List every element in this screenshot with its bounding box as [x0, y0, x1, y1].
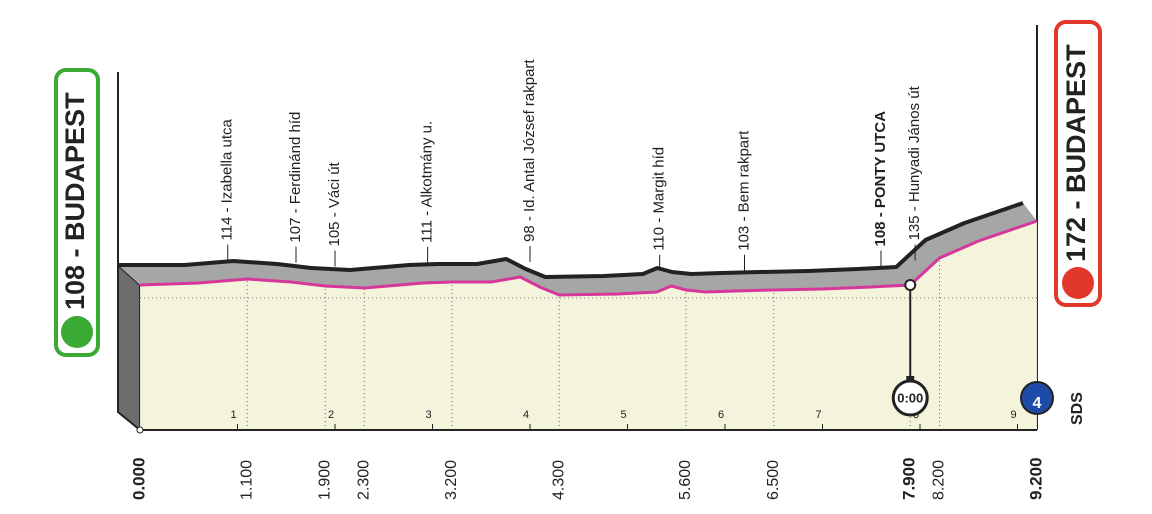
km-tick-label: 4	[523, 409, 529, 421]
waypoint-label: 105 - Váci út	[326, 161, 343, 246]
distance-label: 7.900	[900, 457, 919, 500]
brand-label: SDS	[1069, 392, 1086, 425]
distance-label: 1.900	[316, 460, 333, 500]
waypoint-label: 103 - Bem rakpart	[735, 130, 752, 251]
km-tick-label: 1	[230, 409, 236, 421]
stopwatch	[891, 379, 929, 417]
profile-line	[139, 219, 1038, 297]
category-badge	[1020, 381, 1054, 415]
start-label: 108 - BUDAPEST	[60, 92, 90, 310]
distance-label: 2.300	[355, 460, 372, 500]
distance-label: 5.600	[677, 460, 694, 500]
timing-label: 0:00	[897, 390, 923, 405]
start-box	[54, 68, 100, 357]
waypoint-label: 107 - Ferdinánd híd	[287, 112, 304, 243]
finish-icon	[1062, 267, 1094, 299]
timing-point-dot	[904, 279, 917, 291]
category-label: 4	[1033, 395, 1042, 412]
waypoint-label: 135 - Hunyadi János út	[906, 85, 923, 240]
stopwatch-crown	[906, 376, 915, 381]
distance-label: 0.000	[129, 457, 148, 500]
profile-ridge	[118, 201, 1024, 279]
distance-label: 8.200	[931, 460, 948, 500]
plot: 0.000 1.100 1.900 2.300 3.200 4.300 5.600 6.500…	[117, 59, 1086, 500]
distance-label: 9.200	[1026, 457, 1045, 500]
waypoint-label: 98 - Id. Antal József rakpart	[521, 59, 538, 242]
waypoint-label: 110 - Margit híd	[651, 147, 668, 251]
km-tick-label: 5	[620, 409, 626, 421]
km-tick-label: 9	[1010, 409, 1016, 421]
km-tick-label: 3	[425, 409, 431, 421]
finish-box	[1054, 20, 1102, 307]
km-tick-label: 2	[328, 409, 334, 421]
waypoint-label: 111 - Alkotmány u.	[419, 121, 436, 243]
distance-label: 6.500	[765, 460, 782, 500]
waypoint-label: 114 - Izabella utca	[219, 118, 236, 240]
profile-wall	[117, 262, 141, 433]
distance-label: 1.100	[238, 460, 255, 500]
km-tick-label: 6	[718, 409, 724, 421]
distance-label: 3.200	[443, 460, 460, 500]
km-tick-label: 7	[815, 409, 821, 421]
origin-marker	[136, 426, 144, 434]
distance-label: 4.300	[550, 460, 567, 500]
waypoint-label: 108 - PONTY UTCA	[872, 111, 889, 247]
finish-label: 172 - BUDAPEST	[1061, 44, 1091, 262]
start-icon	[61, 316, 93, 348]
